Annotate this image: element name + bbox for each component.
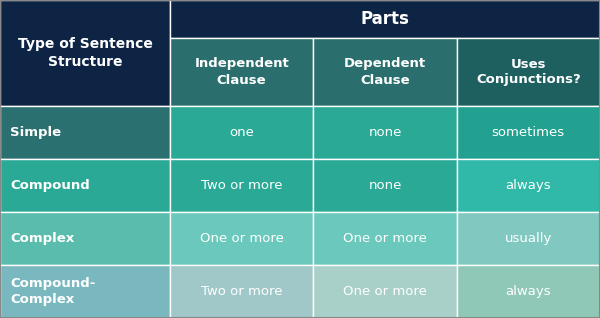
Bar: [0, 0, 170, 106]
Text: always: always: [506, 285, 551, 298]
Text: Independent
Clause: Independent Clause: [194, 58, 289, 86]
Bar: [170, 38, 313, 106]
Bar: [457, 159, 600, 212]
Bar: [313, 159, 457, 212]
Bar: [170, 106, 313, 159]
Bar: [457, 265, 600, 318]
Bar: [170, 265, 313, 318]
Text: one: one: [229, 126, 254, 139]
Bar: [313, 106, 457, 159]
Bar: [0, 106, 170, 159]
Text: sometimes: sometimes: [492, 126, 565, 139]
Bar: [457, 38, 600, 106]
Bar: [0, 159, 170, 212]
Bar: [0, 265, 170, 318]
Bar: [313, 38, 457, 106]
Text: usually: usually: [505, 232, 552, 245]
Text: Type of Sentence
Structure: Type of Sentence Structure: [17, 37, 152, 69]
Text: Complex: Complex: [10, 232, 74, 245]
Text: One or more: One or more: [343, 285, 427, 298]
Text: none: none: [368, 179, 401, 192]
Bar: [170, 0, 600, 38]
Text: Parts: Parts: [361, 10, 409, 28]
Text: Compound-
Complex: Compound- Complex: [10, 277, 95, 306]
Bar: [170, 159, 313, 212]
Text: One or more: One or more: [343, 232, 427, 245]
Text: One or more: One or more: [200, 232, 284, 245]
Text: none: none: [368, 126, 401, 139]
Text: Two or more: Two or more: [201, 285, 283, 298]
Text: always: always: [506, 179, 551, 192]
Text: Uses
Conjunctions?: Uses Conjunctions?: [476, 58, 581, 86]
Text: Dependent
Clause: Dependent Clause: [344, 58, 426, 86]
Text: Compound: Compound: [10, 179, 90, 192]
Bar: [313, 265, 457, 318]
Bar: [170, 212, 313, 265]
Text: Two or more: Two or more: [201, 179, 283, 192]
Bar: [0, 212, 170, 265]
Bar: [457, 106, 600, 159]
Bar: [313, 212, 457, 265]
Text: Simple: Simple: [10, 126, 61, 139]
Bar: [457, 212, 600, 265]
